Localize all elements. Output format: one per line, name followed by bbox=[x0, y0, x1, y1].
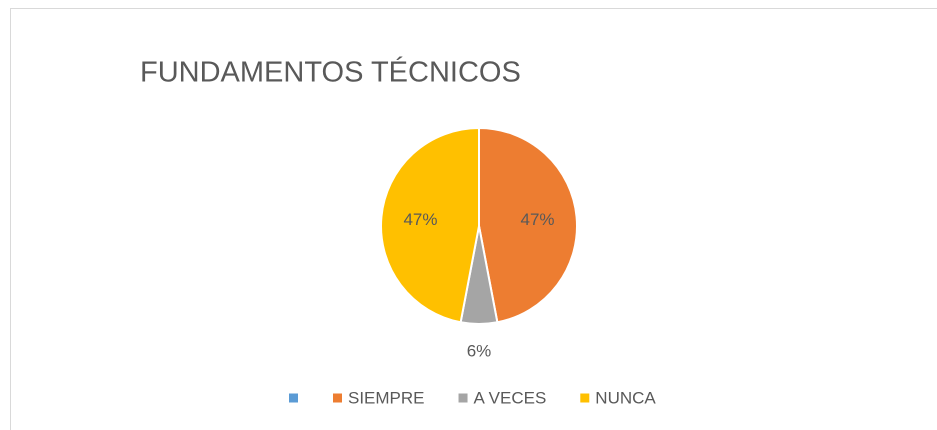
data-label: 47% bbox=[521, 210, 555, 229]
pie-slice bbox=[380, 126, 480, 324]
legend-swatch bbox=[333, 393, 342, 403]
legend-swatch bbox=[458, 393, 468, 403]
legend-label: NUNCA bbox=[595, 388, 656, 407]
legend-swatch bbox=[289, 393, 298, 403]
data-label: 6% bbox=[467, 341, 492, 360]
data-label: 47% bbox=[403, 210, 437, 229]
chart-frame bbox=[10, 8, 937, 430]
chart-title: FUNDAMENTOS TÉCNICOS bbox=[140, 56, 521, 89]
legend-label: A VECES bbox=[474, 388, 547, 407]
pie-slice bbox=[478, 126, 578, 324]
legend-label: SIEMPRE bbox=[348, 388, 425, 407]
legend-swatch bbox=[580, 393, 590, 403]
